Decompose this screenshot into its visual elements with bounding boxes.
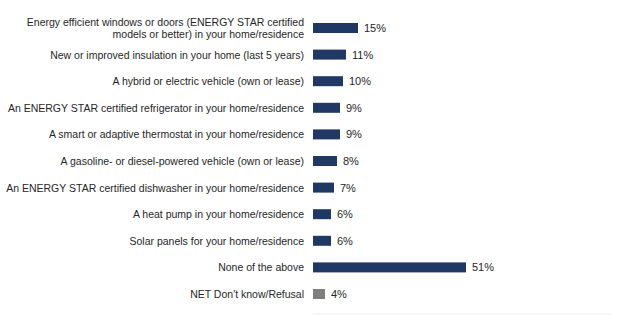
data-label: 6%: [337, 208, 353, 220]
data-label: 9%: [346, 102, 362, 114]
category-label: NET Don't know/Refusal: [2, 281, 304, 307]
bar: [313, 209, 331, 219]
bar: [313, 103, 340, 113]
category-label: A smart or adaptive thermostat in your h…: [2, 121, 304, 147]
bar: [313, 289, 325, 299]
bar: [313, 156, 337, 166]
category-label: None of the above: [2, 254, 304, 280]
bar: [313, 76, 343, 86]
bar: [313, 129, 340, 139]
bars: [313, 23, 466, 299]
bar: [313, 183, 334, 193]
category-label: A gasoline- or diesel-powered vehicle (o…: [2, 148, 304, 174]
category-label: An ENERGY STAR certified dishwasher in y…: [2, 175, 304, 201]
bar: [313, 50, 346, 60]
data-label: 11%: [352, 49, 373, 61]
chart: 15% 11% 10% 9% 9% 8% 7% 6% 6% 51% 4% Energy efficie…: [0, 0, 625, 322]
bar: [313, 236, 331, 246]
category-label: Energy efficient windows or doors (ENERG…: [2, 15, 304, 41]
category-label: New or improved insulation in your home …: [2, 42, 304, 68]
value-axis-range: [313, 314, 613, 315]
data-label: 15%: [364, 22, 386, 34]
bar: [313, 262, 466, 272]
bar: [313, 23, 358, 33]
data-label: 10%: [349, 75, 371, 87]
category-label: A hybrid or electric vehicle (own or lea…: [2, 68, 304, 94]
category-label: A heat pump in your home/residence: [2, 201, 304, 227]
data-label: 6%: [337, 235, 353, 247]
data-label: 51%: [472, 261, 494, 273]
data-label: 7%: [340, 182, 356, 194]
category-label: Solar panels for your home/residence: [2, 228, 304, 254]
data-label: 8%: [343, 155, 359, 167]
data-label: 4%: [331, 288, 347, 300]
category-label: An ENERGY STAR certified refrigerator in…: [2, 95, 304, 121]
data-label: 9%: [346, 128, 362, 140]
